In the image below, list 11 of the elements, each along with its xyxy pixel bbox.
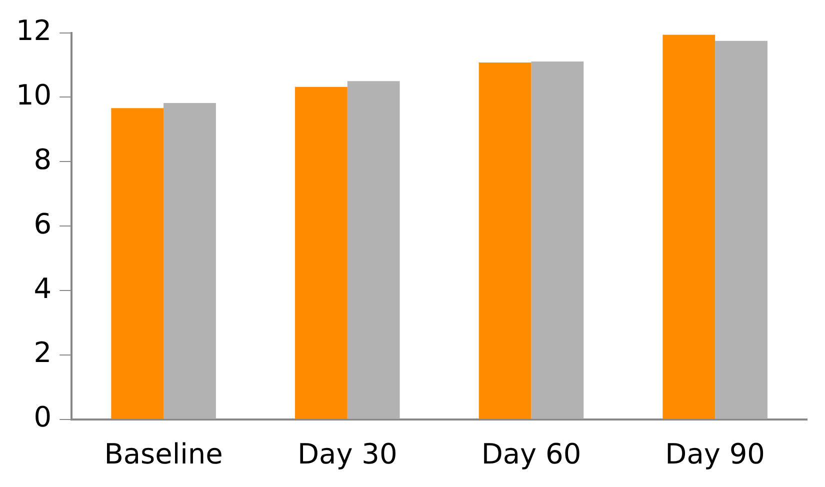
x-tick-label: Day 90 [665,437,765,470]
y-tick-label: 6 [34,207,52,240]
y-tick-label: 0 [34,400,52,434]
x-tick-label: Baseline [104,437,223,470]
x-tick-label: Day 60 [481,437,582,470]
y-tick-label: 8 [34,142,52,176]
y-tick-label: 10 [16,78,52,112]
y-tick-label: 2 [34,336,52,370]
y-tick-label: 4 [34,272,52,305]
y-tick-label: 12 [16,14,52,48]
x-tick-label: Day 30 [297,437,398,470]
